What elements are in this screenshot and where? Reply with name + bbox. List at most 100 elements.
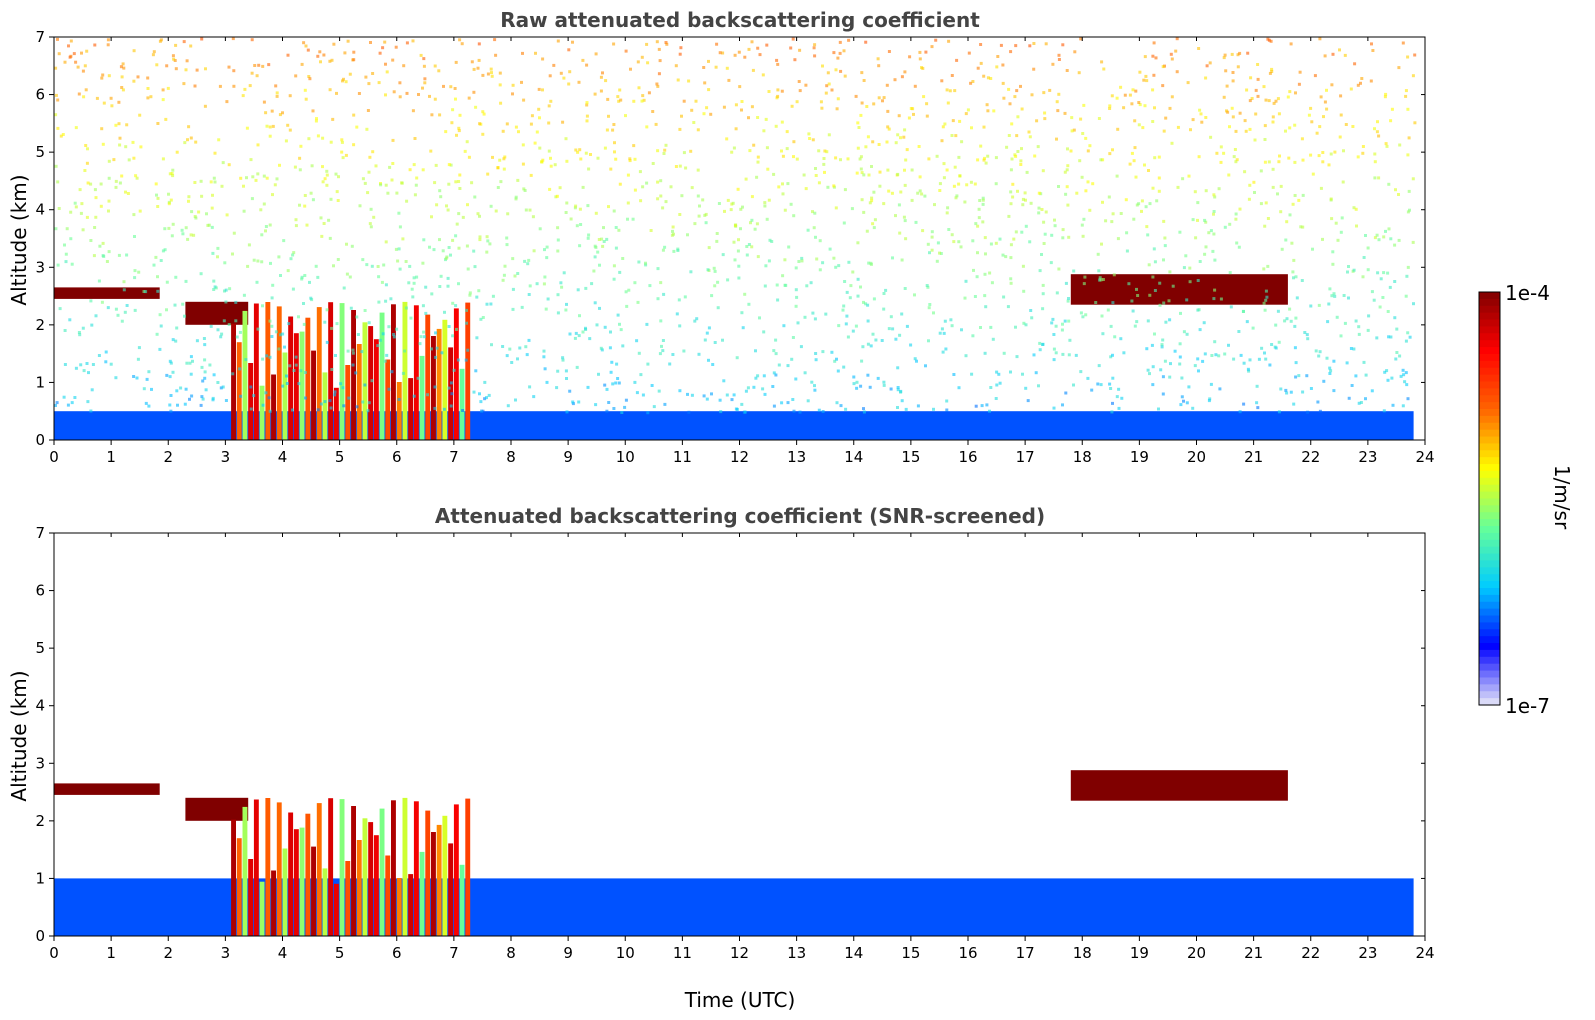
noise-speckle xyxy=(599,75,603,79)
noise-speckle xyxy=(299,369,303,373)
noise-speckle xyxy=(1297,82,1301,86)
noise-speckle xyxy=(1097,364,1101,368)
noise-speckle xyxy=(953,165,957,169)
noise-speckle xyxy=(1100,242,1103,246)
noise-speckle xyxy=(847,260,851,264)
noise-speckle xyxy=(501,129,505,133)
noise-speckle xyxy=(813,54,817,58)
noise-speckle xyxy=(684,166,688,170)
noise-speckle xyxy=(1111,401,1114,405)
noise-speckle xyxy=(422,330,426,334)
noise-speckle xyxy=(671,353,675,356)
noise-speckle xyxy=(1349,87,1353,91)
noise-speckle xyxy=(384,183,388,187)
noise-speckle xyxy=(83,64,87,68)
noise-speckle xyxy=(70,262,74,266)
noise-speckle xyxy=(426,393,429,397)
noise-speckle xyxy=(1364,397,1367,401)
noise-speckle xyxy=(1411,74,1415,78)
noise-speckle xyxy=(1150,343,1154,347)
noise-speckle xyxy=(903,128,907,132)
noise-speckle xyxy=(67,44,70,48)
noise-speckle xyxy=(1325,356,1329,360)
noise-speckle xyxy=(1283,319,1287,323)
noise-speckle xyxy=(743,410,747,414)
noise-speckle xyxy=(1175,37,1179,41)
noise-speckle xyxy=(817,181,821,185)
noise-speckle xyxy=(434,163,438,167)
noise-speckle xyxy=(786,401,790,405)
noise-speckle xyxy=(261,357,265,361)
noise-speckle xyxy=(322,53,326,57)
precipitation-column xyxy=(391,800,396,936)
noise-speckle xyxy=(1280,247,1284,251)
noise-speckle xyxy=(954,196,958,200)
noise-speckle xyxy=(397,211,401,215)
noise-speckle xyxy=(651,110,655,113)
noise-speckle xyxy=(952,240,956,244)
noise-speckle xyxy=(629,67,632,71)
noise-speckle xyxy=(705,397,709,401)
noise-speckle xyxy=(1056,109,1060,113)
noise-speckle xyxy=(1151,365,1155,369)
noise-speckle xyxy=(392,333,396,336)
noise-speckle xyxy=(775,58,779,62)
noise-speckle xyxy=(564,369,568,373)
noise-speckle xyxy=(228,287,232,291)
noise-speckle xyxy=(421,261,425,265)
noise-speckle xyxy=(1413,53,1417,57)
noise-speckle xyxy=(1299,225,1303,229)
y-tick-label: 3 xyxy=(35,754,45,772)
noise-speckle xyxy=(988,409,991,413)
noise-speckle xyxy=(321,165,324,169)
noise-speckle xyxy=(938,182,942,186)
noise-speckle xyxy=(345,242,348,246)
noise-speckle xyxy=(269,261,272,265)
noise-speckle xyxy=(1301,158,1305,162)
noise-speckle xyxy=(792,214,796,218)
noise-speckle xyxy=(1158,281,1162,285)
noise-speckle xyxy=(275,91,279,95)
noise-speckle xyxy=(63,60,67,64)
noise-speckle xyxy=(114,123,118,127)
noise-speckle xyxy=(594,211,598,215)
noise-speckle xyxy=(249,385,253,389)
noise-speckle xyxy=(165,280,169,284)
noise-speckle xyxy=(1174,49,1178,53)
noise-speckle xyxy=(479,400,483,404)
noise-speckle xyxy=(1161,392,1165,396)
bottom-panel-title: Attenuated backscattering coefficient (S… xyxy=(435,504,1045,528)
noise-speckle xyxy=(803,315,807,319)
noise-speckle xyxy=(481,132,485,136)
noise-speckle xyxy=(441,249,445,253)
noise-speckle xyxy=(356,333,360,336)
noise-speckle xyxy=(1394,188,1397,192)
noise-speckle xyxy=(705,106,709,110)
noise-speckle xyxy=(1012,237,1016,241)
noise-speckle xyxy=(291,287,295,291)
noise-speckle xyxy=(1211,249,1215,253)
noise-speckle xyxy=(924,364,927,368)
noise-speckle xyxy=(291,408,294,412)
noise-speckle xyxy=(516,178,520,182)
noise-speckle xyxy=(862,407,865,411)
noise-speckle xyxy=(1214,353,1218,357)
noise-speckle xyxy=(1236,53,1240,57)
noise-speckle xyxy=(1168,375,1172,379)
noise-speckle xyxy=(842,304,846,308)
noise-speckle xyxy=(254,178,258,182)
noise-speckle xyxy=(1057,58,1061,61)
noise-speckle xyxy=(361,400,365,404)
noise-speckle xyxy=(1325,88,1328,92)
noise-speckle xyxy=(846,157,850,161)
noise-speckle xyxy=(208,363,212,367)
noise-speckle xyxy=(90,388,94,392)
noise-speckle xyxy=(376,344,380,348)
noise-speckle xyxy=(732,146,736,150)
noise-speckle xyxy=(600,348,604,352)
colorbar-frame xyxy=(1478,291,1501,706)
noise-speckle xyxy=(790,357,794,361)
x-tick-label: 17 xyxy=(1016,448,1035,466)
noise-speckle xyxy=(472,67,476,71)
noise-speckle xyxy=(971,80,975,83)
